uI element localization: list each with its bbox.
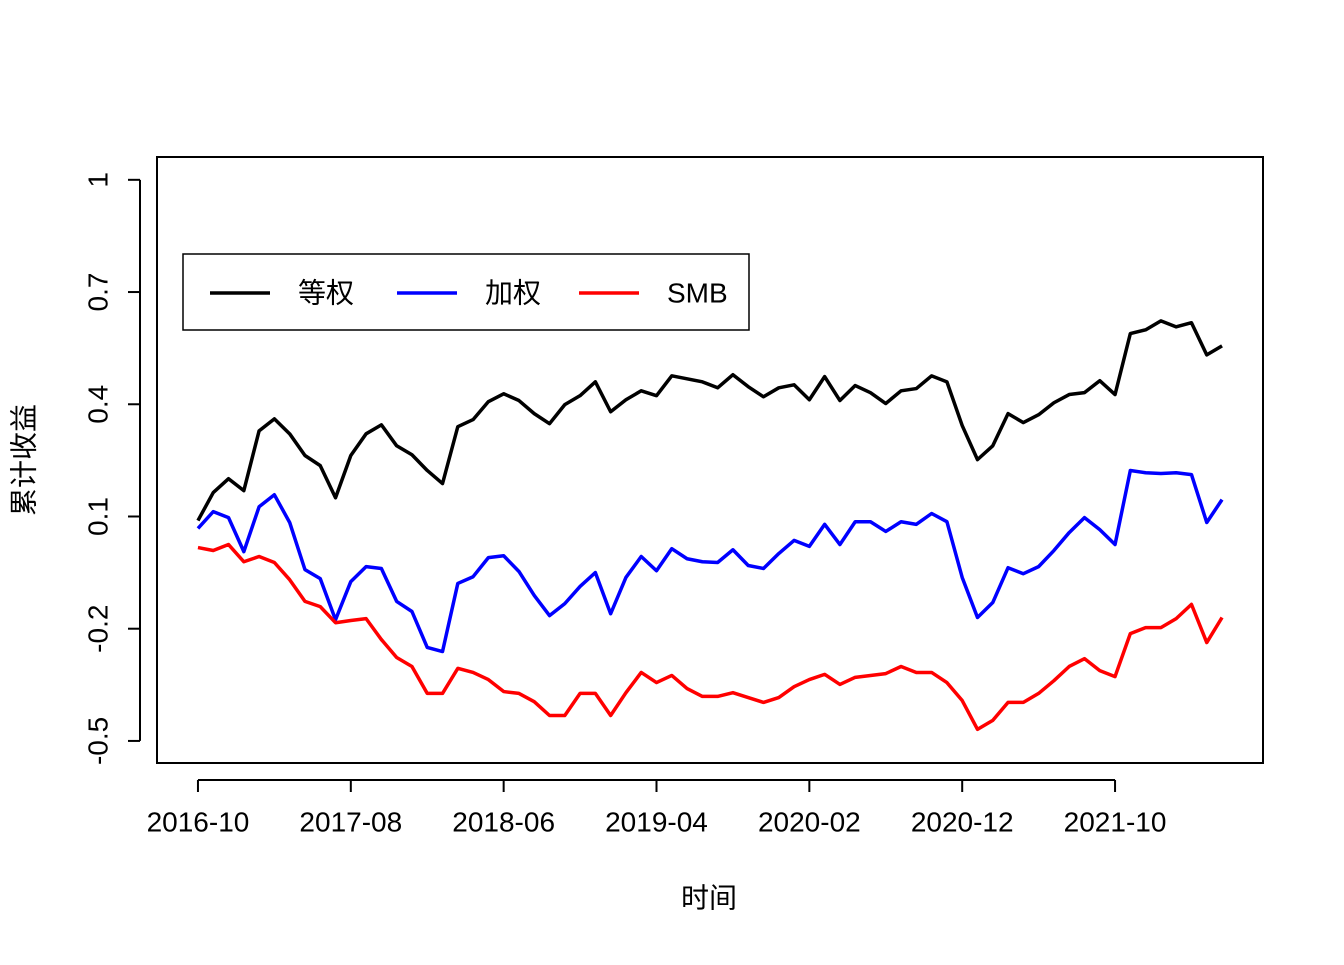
plot-box bbox=[156, 156, 1264, 764]
x-tick-label: 2017-08 bbox=[299, 806, 402, 837]
x-axis-label: 时间 bbox=[681, 882, 737, 913]
series-line bbox=[196, 468, 1224, 654]
series-line bbox=[197, 542, 1224, 732]
y-tick-label: 0.4 bbox=[82, 385, 113, 424]
x-tick-label: 2016-10 bbox=[147, 806, 250, 837]
x-tick-label: 2018-06 bbox=[452, 806, 555, 837]
y-tick-label: 0.7 bbox=[82, 273, 113, 312]
series-line bbox=[196, 319, 1223, 522]
legend-label: 等权 bbox=[298, 277, 354, 308]
y-tick-label: -0.2 bbox=[82, 605, 113, 653]
x-tick-label: 2021-10 bbox=[1064, 806, 1167, 837]
legend-box bbox=[182, 253, 750, 331]
y-axis-label: 累计收益 bbox=[8, 404, 39, 516]
y-tick-label: -0.5 bbox=[82, 717, 113, 765]
x-tick-label: 2019-04 bbox=[605, 806, 708, 837]
legend-label: 加权 bbox=[485, 277, 541, 308]
y-tick-label: 1 bbox=[82, 172, 113, 188]
x-tick-label: 2020-02 bbox=[758, 806, 861, 837]
legend-label: SMB bbox=[667, 277, 728, 308]
y-tick-label: 0.1 bbox=[82, 497, 113, 536]
x-tick-label: 2020-12 bbox=[911, 806, 1014, 837]
